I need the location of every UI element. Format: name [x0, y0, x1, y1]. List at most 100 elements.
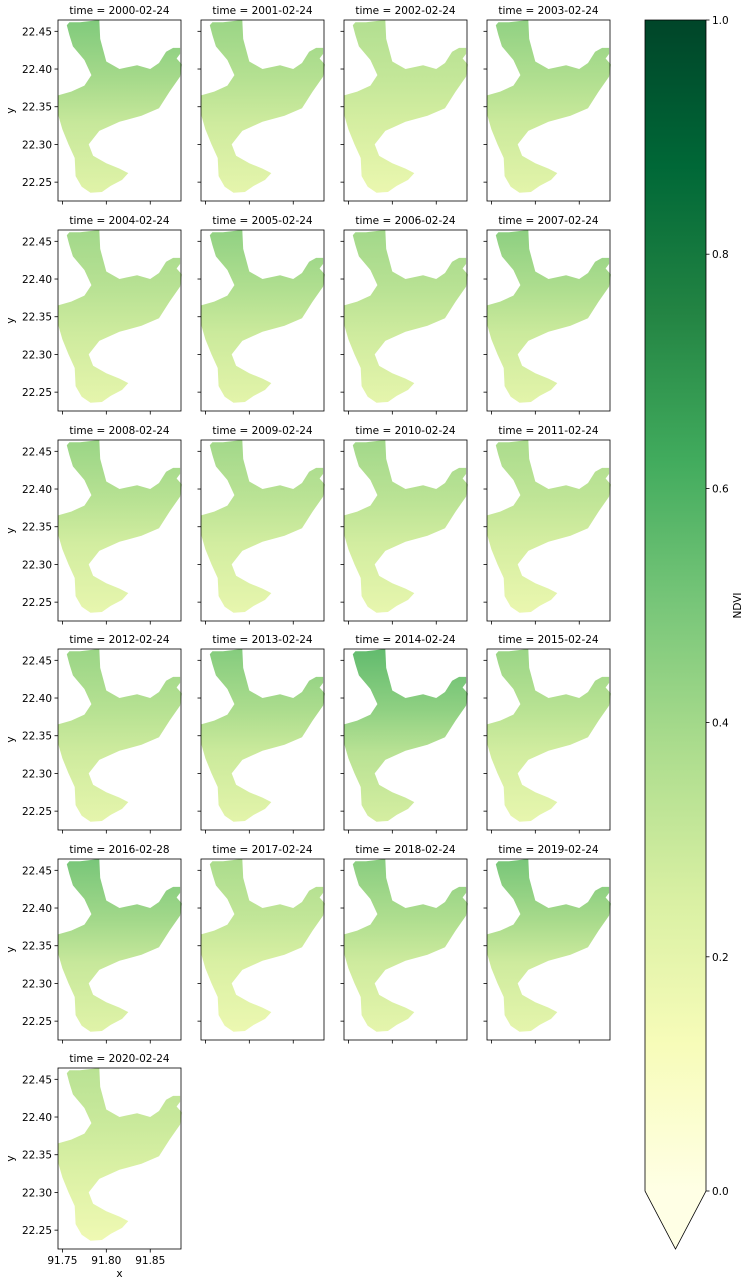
facet-panel: time = 2006-02-24	[340, 215, 468, 415]
x-tick-label: 91.80	[91, 1255, 121, 1267]
facet-title: time = 2007-02-24	[498, 215, 599, 227]
y-tick-label: 22.40	[22, 903, 52, 915]
colorbar-tick-label: 0.4	[712, 718, 729, 730]
facet-title: time = 2010-02-24	[355, 425, 456, 437]
ndvi-region-raster	[58, 440, 182, 613]
y-tick-label: 22.45	[22, 865, 52, 877]
axes-frame	[57, 858, 182, 1041]
y-tick-label: 22.45	[22, 1074, 52, 1086]
facet-panel: time = 2003-02-24	[483, 5, 611, 205]
colorbar-tick-label: 1.0	[712, 15, 729, 27]
facet-panel: time = 2008-02-24 22.25 22.30 22.35 22.40 22.…	[5, 425, 182, 625]
axes-frame	[486, 229, 611, 412]
facet-title: time = 2000-02-24	[69, 5, 170, 17]
ndvi-region-raster	[344, 440, 468, 613]
ndvi-colorbar: 0.0 0.2 0.4 0.6 0.8 1.0 NDVI	[644, 15, 744, 1250]
facet-panel: time = 2020-02-24 22.25 22.30 22.35 22.40 22.…	[5, 1053, 182, 1280]
colorbar-label: NDVI	[732, 592, 744, 618]
y-axis-label: y	[5, 317, 17, 323]
ndvi-region-raster	[58, 230, 182, 403]
ndvi-region-raster	[201, 230, 325, 403]
y-tick-label: 22.35	[22, 731, 52, 743]
y-tick-label: 22.25	[22, 387, 52, 399]
facet-title: time = 2003-02-24	[498, 5, 599, 17]
facet-title: time = 2005-02-24	[212, 215, 313, 227]
facet-panel: time = 2001-02-24	[197, 5, 325, 205]
y-tick-label: 22.30	[22, 978, 52, 990]
facet-title: time = 2012-02-24	[69, 634, 170, 646]
y-tick-label: 22.40	[22, 484, 52, 496]
axes-frame	[343, 858, 468, 1041]
axes-frame	[486, 19, 611, 202]
colorbar-outline	[644, 19, 707, 1250]
ndvi-region-raster	[201, 649, 325, 822]
y-tick-label: 22.30	[22, 349, 52, 361]
colorbar-tick-label: 0.2	[712, 952, 729, 964]
axes-frame	[200, 229, 325, 412]
y-axis-label: y	[5, 1155, 17, 1161]
facet-title: time = 2020-02-24	[69, 1053, 170, 1065]
ndvi-region-raster	[58, 649, 182, 822]
axes-frame	[57, 648, 182, 831]
axes-frame	[486, 858, 611, 1041]
ndvi-region-raster	[344, 20, 468, 193]
ndvi-region-raster	[487, 859, 611, 1032]
ndvi-region-raster	[344, 649, 468, 822]
axes-frame	[486, 439, 611, 622]
facet-title: time = 2017-02-24	[212, 844, 313, 856]
facet-panel: time = 2002-02-24	[340, 5, 468, 205]
ndvi-region-raster	[487, 20, 611, 193]
y-tick-label: 22.25	[22, 1225, 52, 1237]
axes-frame	[200, 19, 325, 202]
facet-title: time = 2006-02-24	[355, 215, 456, 227]
facet-panel: time = 2017-02-24	[197, 844, 325, 1044]
facet-panel: time = 2018-02-24	[340, 844, 468, 1044]
facet-panel: time = 2010-02-24	[340, 425, 468, 625]
facet-title: time = 2019-02-24	[498, 844, 599, 856]
axes-frame	[57, 1067, 182, 1250]
y-tick-label: 22.45	[22, 26, 52, 38]
x-axis-label: x	[116, 1268, 122, 1280]
ndvi-region-raster	[58, 859, 182, 1032]
y-tick-label: 22.35	[22, 102, 52, 114]
axes-frame	[200, 439, 325, 622]
y-axis-label: y	[5, 736, 17, 742]
facet-panels: time = 2000-02-24 22.25 22.30 22.35 22.40 22.…	[5, 5, 611, 1280]
facet-panel: time = 2009-02-24	[197, 425, 325, 625]
facet-panel: time = 2012-02-24 22.25 22.30 22.35 22.40 22.…	[5, 634, 182, 834]
facet-title: time = 2018-02-24	[355, 844, 456, 856]
facet-title: time = 2004-02-24	[69, 215, 170, 227]
facet-title: time = 2014-02-24	[355, 634, 456, 646]
facet-title: time = 2011-02-24	[498, 425, 599, 437]
colorbar-tick-label: 0.8	[712, 249, 729, 261]
ndvi-region-raster	[58, 20, 182, 193]
facet-title: time = 2009-02-24	[212, 425, 313, 437]
y-tick-label: 22.30	[22, 768, 52, 780]
axes-frame	[343, 19, 468, 202]
facet-title: time = 2001-02-24	[212, 5, 313, 17]
y-tick-label: 22.25	[22, 1016, 52, 1028]
axes-frame	[200, 858, 325, 1041]
y-tick-label: 22.40	[22, 274, 52, 286]
facet-panel: time = 2004-02-24 22.25 22.30 22.35 22.40 22.…	[5, 215, 182, 415]
y-axis-label: y	[5, 946, 17, 952]
colorbar-gradient	[645, 20, 706, 1191]
facet-title: time = 2013-02-24	[212, 634, 313, 646]
y-tick-label: 22.45	[22, 655, 52, 667]
facet-title: time = 2015-02-24	[498, 634, 599, 646]
facet-panel: time = 2014-02-24	[340, 634, 468, 834]
facet-panel: time = 2019-02-24	[483, 844, 611, 1044]
ndvi-region-raster	[201, 440, 325, 613]
y-tick-label: 22.30	[22, 1187, 52, 1199]
ndvi-region-raster	[344, 859, 468, 1032]
colorbar-tick-label: 0.0	[712, 1186, 729, 1198]
axes-frame	[486, 648, 611, 831]
ndvi-region-raster	[344, 230, 468, 403]
y-tick-label: 22.40	[22, 693, 52, 705]
ndvi-region-raster	[58, 1068, 182, 1241]
axes-frame	[200, 648, 325, 831]
y-tick-label: 22.25	[22, 597, 52, 609]
facet-panel: time = 2007-02-24	[483, 215, 611, 415]
axes-frame	[343, 229, 468, 412]
